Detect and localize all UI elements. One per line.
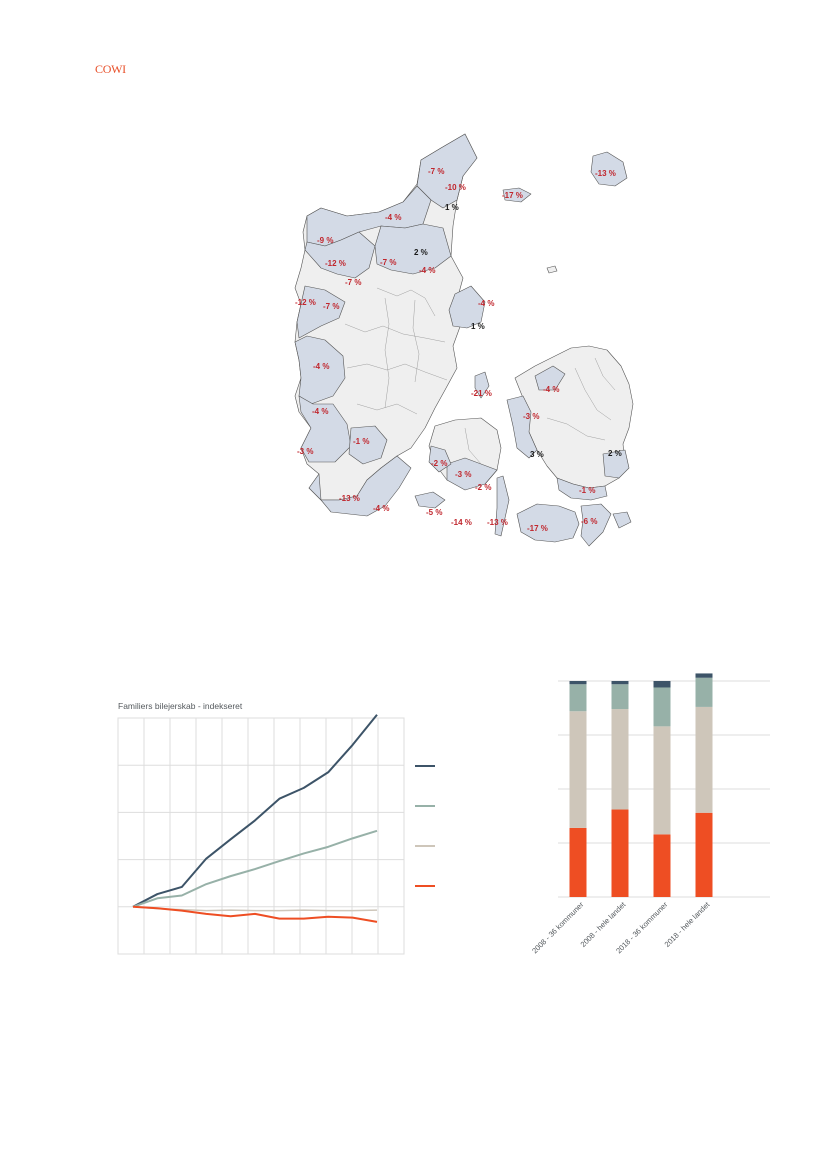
bar-segment-2-1 <box>653 726 671 835</box>
map-label-14: -4 % <box>478 299 494 308</box>
map-label-24: 2 % <box>608 449 622 458</box>
line-chart-title: Familiers bilejerskab - indekseret <box>118 701 243 711</box>
denmark-map: -7 % -10 % -17 % -13 % 1 % -4 % -9 % 2 % -12 % -7… <box>285 128 665 573</box>
map-region-bornholm <box>590 151 628 187</box>
map-region-west-coast <box>296 285 346 339</box>
line-chart <box>110 712 460 962</box>
bar-segment-1-3 <box>611 681 629 685</box>
bar-segment-3-0 <box>695 812 713 897</box>
stacked-bar-chart: 2008 - 36 kommuner 2008 - hele landet 2018… <box>500 672 800 992</box>
map-region-anholt <box>546 265 558 274</box>
map-region-lolland <box>516 503 580 543</box>
map-region-odsherred <box>534 365 566 391</box>
map-label-35: -6 % <box>581 517 597 526</box>
map-label-33: -13 % <box>487 518 508 527</box>
bar-segment-3-1 <box>695 706 713 813</box>
map-label-34: -17 % <box>527 524 548 533</box>
bar-segment-1-0 <box>611 809 629 897</box>
map-region-samso <box>474 371 490 399</box>
map-label-0: -7 % <box>428 167 444 176</box>
bar-segment-2-2 <box>653 687 671 727</box>
map-label-10: -4 % <box>419 266 435 275</box>
map-label-12: -12 % <box>295 298 316 307</box>
bar-segment-2-0 <box>653 834 671 897</box>
bar-segment-2-3 <box>653 681 671 688</box>
map-label-7: 2 % <box>414 248 428 257</box>
map-label-13: -7 % <box>323 302 339 311</box>
map-label-25: -2 % <box>431 459 447 468</box>
map-region-aeroe <box>414 491 446 509</box>
map-label-23: 3 % <box>530 450 544 459</box>
map-region-mon <box>612 511 632 529</box>
map-label-8: -12 % <box>325 259 346 268</box>
cowi-logo: COWI <box>95 62 126 76</box>
map-label-20: -3 % <box>523 412 539 421</box>
map-label-18: -21 % <box>471 389 492 398</box>
bar-segment-0-3 <box>569 681 587 685</box>
map-label-4: 1 % <box>445 203 459 212</box>
bar-segment-0-0 <box>569 827 587 897</box>
bar-segment-3-2 <box>695 677 713 707</box>
map-label-22: -3 % <box>297 447 313 456</box>
map-region-middle-south <box>348 425 388 465</box>
map-label-6: -9 % <box>317 236 333 245</box>
map-region-funen-west <box>428 445 452 473</box>
map-label-28: -1 % <box>579 486 595 495</box>
bar-segment-1-1 <box>611 709 629 810</box>
line-series-0 <box>132 714 378 908</box>
bar-category-label-0: 2008 - 36 kommuner <box>530 900 586 956</box>
map-label-1: -10 % <box>445 183 466 192</box>
map-label-15: 1 % <box>471 322 485 331</box>
map-region-funen-south <box>446 457 498 491</box>
bar-segment-0-1 <box>569 711 587 828</box>
map-label-29: -13 % <box>339 494 360 503</box>
map-label-30: -4 % <box>373 504 389 513</box>
map-label-31: -5 % <box>426 508 442 517</box>
denmark-map-shapes: -7 %-10 %-17 %-13 %1 %-4 %-9 %2 %-12 % -7… <box>294 133 634 547</box>
bar-category-label-3: 2018 - hele landet <box>663 899 712 948</box>
map-region-stevns <box>602 449 630 479</box>
map-region-langeland <box>494 475 510 537</box>
line-series-1 <box>132 829 378 908</box>
map-region-zealand-west <box>506 395 538 459</box>
map-label-16: -4 % <box>313 362 329 371</box>
map-label-5: -4 % <box>385 213 401 222</box>
map-region-south-zealand <box>556 477 608 501</box>
line-series-3 <box>132 905 378 923</box>
map-region-himmerland <box>374 223 452 275</box>
map-label-27: -2 % <box>475 483 491 492</box>
map-region-laeso <box>502 187 532 203</box>
map-label-11: -7 % <box>345 278 361 287</box>
map-region-djursland <box>448 285 486 329</box>
bar-segment-0-2 <box>569 684 587 712</box>
map-label-3: -13 % <box>595 169 616 178</box>
map-label-19: -4 % <box>543 385 559 394</box>
map-label-17: -4 % <box>312 407 328 416</box>
bar-segment-3-3 <box>695 673 713 678</box>
map-label-21: -1 % <box>353 437 369 446</box>
map-label-2: -17 % <box>502 191 523 200</box>
map-region-westjutland <box>294 335 346 405</box>
map-region-falster <box>580 503 612 547</box>
map-region-south-jutland <box>308 455 412 517</box>
map-label-32: -14 % <box>451 518 472 527</box>
bar-segment-1-2 <box>611 684 629 710</box>
map-label-9: -7 % <box>380 258 396 267</box>
map-region-sw-jutland <box>298 395 352 463</box>
line-chart-plot <box>117 714 435 955</box>
map-label-26: -3 % <box>455 470 471 479</box>
